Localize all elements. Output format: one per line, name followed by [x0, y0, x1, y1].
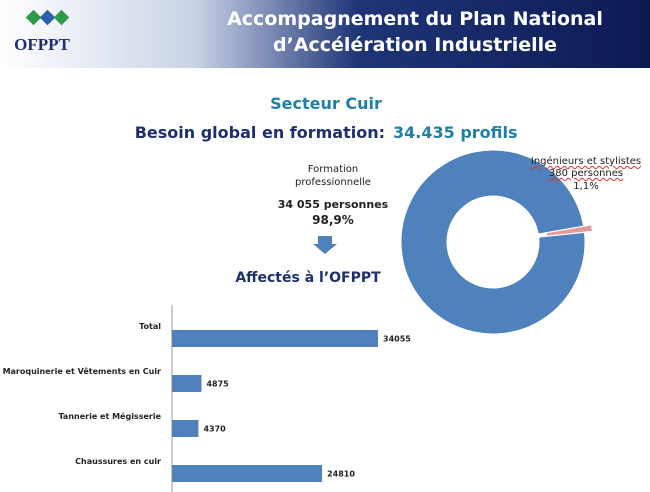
bar: [172, 465, 323, 482]
category-label: Chaussures en cuir: [75, 457, 161, 466]
bar: [172, 330, 379, 347]
header-band: [0, 0, 650, 68]
value-label: 24810: [327, 470, 355, 479]
bar-title: Affectés à l’OFPPT: [235, 270, 381, 286]
logo-text: OFPPT: [14, 35, 70, 54]
category-label: Tannerie et Mégisserie: [59, 411, 162, 421]
need-label: Besoin global en formation:: [135, 123, 385, 142]
donut-slice: [545, 224, 593, 237]
slice-count: 380 personnes: [548, 168, 624, 179]
bar: [172, 420, 199, 437]
category-label: Total: [139, 322, 161, 331]
category-label: Maroquinerie et Vêtements en Cuir: [3, 366, 161, 376]
bar: [172, 375, 202, 392]
value-label: 34055: [383, 335, 411, 344]
donut-slice: [400, 149, 586, 335]
slice-label: Formation professionnelle: [295, 164, 371, 188]
value-label: 4875: [206, 380, 229, 389]
logo-mark: [25, 9, 70, 26]
slice-value: 1,1%: [573, 181, 599, 192]
arrow-down: [313, 236, 337, 254]
need-value: 34.435 profils: [393, 123, 518, 142]
value-label: 4370: [203, 425, 226, 434]
header-title: d’Accélération Industrielle: [273, 34, 557, 56]
header-title: Accompagnement du Plan National: [227, 8, 603, 30]
slice-count: 34 055 personnes: [277, 198, 389, 211]
slice-label: Ingénieurs et stylistes: [530, 156, 642, 167]
sector-title: Secteur Cuir: [270, 94, 382, 113]
slice-value: 98,9%: [312, 213, 354, 227]
